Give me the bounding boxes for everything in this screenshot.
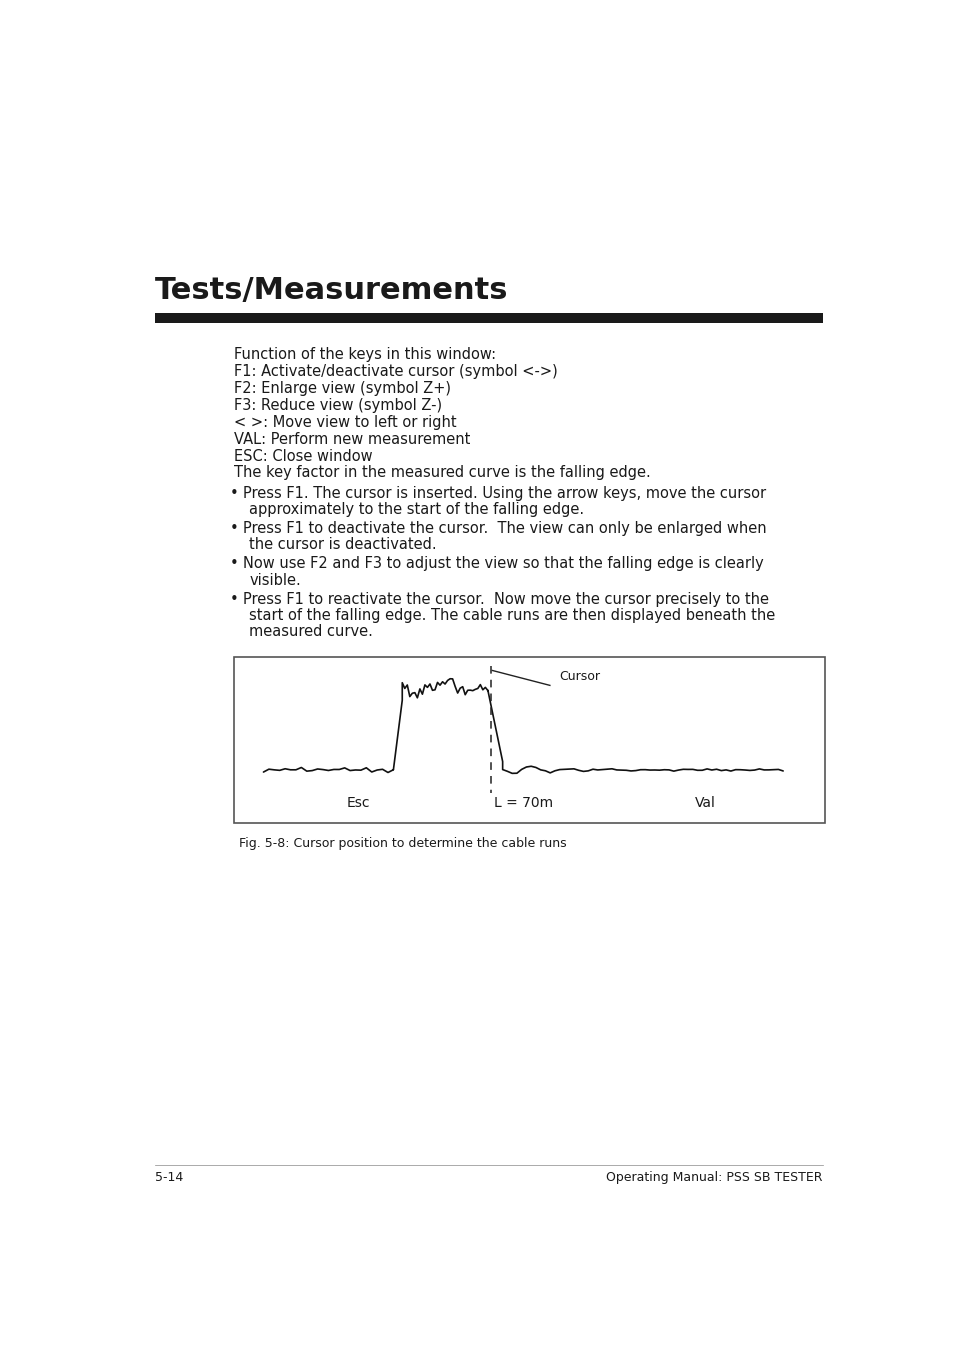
Text: visible.: visible. (249, 573, 301, 588)
Text: the cursor is deactivated.: the cursor is deactivated. (249, 538, 436, 553)
Text: measured curve.: measured curve. (249, 624, 373, 639)
Bar (154, 313, 822, 323)
Text: F1: Activate/deactivate cursor (symbol <->): F1: Activate/deactivate cursor (symbol <… (233, 363, 558, 378)
Text: Esc: Esc (346, 796, 369, 809)
Bar (233, 657, 823, 823)
Text: Cursor: Cursor (558, 670, 599, 684)
Text: •: • (229, 485, 238, 500)
Text: The key factor in the measured curve is the falling edge.: The key factor in the measured curve is … (233, 466, 650, 481)
Text: F3: Reduce view (symbol Z-): F3: Reduce view (symbol Z-) (233, 397, 441, 413)
Text: Val: Val (694, 796, 715, 809)
Text: < >: Move view to left or right: < >: Move view to left or right (233, 415, 456, 430)
Text: F2: Enlarge view (symbol Z+): F2: Enlarge view (symbol Z+) (233, 381, 451, 396)
Text: Tests/Measurements: Tests/Measurements (154, 276, 508, 305)
Text: Function of the keys in this window:: Function of the keys in this window: (233, 347, 496, 362)
Text: Press F1 to reactivate the cursor.  Now move the cursor precisely to the: Press F1 to reactivate the cursor. Now m… (243, 592, 768, 607)
Text: Now use F2 and F3 to adjust the view so that the falling edge is clearly: Now use F2 and F3 to adjust the view so … (243, 557, 763, 571)
Text: Fig. 5-8: Cursor position to determine the cable runs: Fig. 5-8: Cursor position to determine t… (238, 836, 566, 850)
Text: Press F1. The cursor is inserted. Using the arrow keys, move the cursor: Press F1. The cursor is inserted. Using … (243, 485, 765, 500)
Text: L = 70m: L = 70m (494, 796, 553, 809)
Text: approximately to the start of the falling edge.: approximately to the start of the fallin… (249, 501, 584, 516)
Text: 5-14: 5-14 (154, 1171, 183, 1183)
Text: •: • (229, 557, 238, 571)
Text: VAL: Perform new measurement: VAL: Perform new measurement (233, 431, 470, 447)
Text: start of the falling edge. The cable runs are then displayed beneath the: start of the falling edge. The cable run… (249, 608, 775, 623)
Text: Press F1 to deactivate the cursor.  The view can only be enlarged when: Press F1 to deactivate the cursor. The v… (243, 521, 766, 536)
Text: •: • (229, 521, 238, 536)
Text: Operating Manual: PSS SB TESTER: Operating Manual: PSS SB TESTER (606, 1171, 822, 1183)
Text: •: • (229, 592, 238, 607)
Text: ESC: Close window: ESC: Close window (233, 449, 373, 463)
